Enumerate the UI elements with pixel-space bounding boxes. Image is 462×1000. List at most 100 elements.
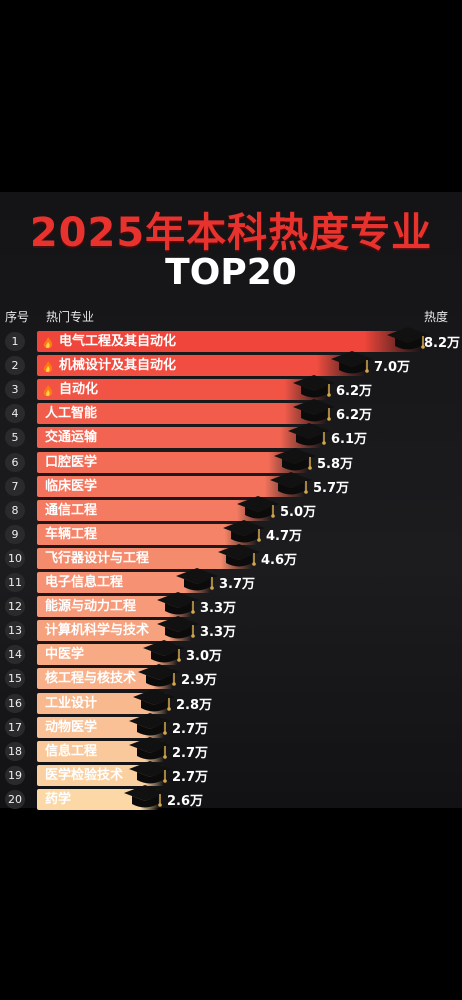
- value-label: 8.2万: [424, 336, 461, 351]
- rank-badge: 15: [5, 669, 25, 688]
- rank-badge: 8: [5, 501, 25, 520]
- graduation-cap-icon: [132, 688, 176, 714]
- graduation-cap-icon: [292, 398, 336, 424]
- rank-badge: 6: [5, 453, 25, 472]
- flame-icon: [43, 359, 53, 373]
- header-heat: 热度: [424, 310, 449, 324]
- graduation-cap-icon: [123, 784, 167, 810]
- bar: [37, 548, 253, 569]
- bar: [37, 620, 192, 641]
- value-label: 7.0万: [374, 360, 411, 375]
- graduation-cap-icon: [128, 736, 172, 762]
- graduation-cap-icon: [128, 712, 172, 738]
- bar: [37, 596, 192, 617]
- rank-badge: 19: [5, 766, 25, 785]
- category-label: 自动化: [59, 382, 99, 397]
- category-label: 工业设计: [45, 696, 98, 711]
- category-label: 计算机科学与技术: [45, 623, 150, 638]
- graduation-cap-icon: [292, 374, 336, 400]
- chart-title: 2025年本科热度专业: [29, 210, 433, 256]
- flame-icon: [43, 335, 53, 349]
- graduation-cap-icon: [236, 495, 280, 521]
- category-label: 飞行器设计与工程: [45, 551, 150, 566]
- value-label: 5.7万: [313, 481, 350, 496]
- graduation-cap-icon: [175, 567, 219, 593]
- graduation-cap-icon: [273, 447, 317, 473]
- bar: [37, 355, 366, 376]
- rank-badge: 5: [5, 428, 25, 447]
- value-label: 5.0万: [280, 505, 317, 520]
- rank-badge: 1: [5, 332, 25, 351]
- rank-badge: 20: [5, 790, 25, 809]
- bar: [37, 644, 178, 665]
- category-label: 电气工程及其自动化: [59, 334, 177, 349]
- value-label: 2.7万: [172, 746, 209, 761]
- bar: [37, 379, 328, 400]
- bar: [37, 717, 164, 738]
- graduation-cap-icon: [156, 591, 200, 617]
- rank-badge: 11: [5, 573, 25, 592]
- rank-badge: 10: [5, 549, 25, 568]
- category-label: 车辆工程: [45, 527, 98, 542]
- category-label: 临床医学: [45, 479, 98, 494]
- value-label: 2.7万: [172, 722, 209, 737]
- rank-badge: 4: [5, 404, 25, 423]
- rank-badge: 3: [5, 380, 25, 399]
- category-label: 药学: [45, 792, 72, 807]
- rank-badge: 17: [5, 718, 25, 737]
- graduation-cap-icon: [137, 663, 181, 689]
- graduation-cap-icon: [222, 519, 266, 545]
- category-label: 机械设计及其自动化: [59, 358, 177, 373]
- value-label: 3.0万: [186, 649, 223, 664]
- graduation-cap-icon: [128, 760, 172, 786]
- header-rank: 序号: [5, 310, 30, 324]
- rank-badge: 16: [5, 694, 25, 713]
- value-label: 6.1万: [331, 432, 368, 447]
- rank-badge: 7: [5, 477, 25, 496]
- value-label: 4.7万: [266, 529, 303, 544]
- chart-subtitle: TOP20: [165, 252, 297, 293]
- flame-icon: [43, 383, 53, 397]
- value-label: 3.3万: [200, 625, 237, 640]
- bar: [37, 524, 258, 545]
- bar: [37, 452, 309, 473]
- bar: [37, 427, 323, 448]
- value-label: 2.8万: [176, 698, 213, 713]
- category-label: 口腔医学: [45, 455, 98, 470]
- category-label: 医学检验技术: [45, 768, 124, 783]
- rank-badge: 2: [5, 356, 25, 375]
- category-label: 人工智能: [45, 406, 98, 421]
- bar: [37, 476, 305, 497]
- value-label: 5.8万: [317, 457, 354, 472]
- graduation-cap-icon: [287, 422, 331, 448]
- value-label: 2.9万: [181, 673, 218, 688]
- bar: [37, 403, 328, 424]
- category-label: 能源与动力工程: [45, 599, 137, 614]
- category-label: 通信工程: [45, 503, 98, 518]
- graduation-cap-icon: [269, 471, 313, 497]
- graduation-cap-icon: [142, 639, 186, 665]
- category-label: 动物医学: [45, 720, 98, 735]
- value-label: 6.2万: [336, 408, 373, 423]
- graduation-cap-icon: [156, 615, 200, 641]
- bar: [37, 765, 164, 786]
- value-label: 3.7万: [219, 577, 256, 592]
- value-label: 2.6万: [167, 794, 204, 809]
- rank-badge: 12: [5, 597, 25, 616]
- value-label: 6.2万: [336, 384, 373, 399]
- graduation-cap-icon: [217, 543, 261, 569]
- rank-badge: 14: [5, 645, 25, 664]
- rank-badge: 13: [5, 621, 25, 640]
- bar: [37, 331, 422, 352]
- bar: [37, 572, 211, 593]
- value-label: 3.3万: [200, 601, 237, 616]
- graduation-cap-icon: [330, 350, 374, 376]
- category-label: 核工程与核技术: [45, 671, 137, 686]
- value-label: 2.7万: [172, 770, 209, 785]
- bar: [37, 693, 168, 714]
- value-label: 4.6万: [261, 553, 298, 568]
- bar: [37, 500, 272, 521]
- rank-badge: 18: [5, 742, 25, 761]
- category-label: 交通运输: [45, 430, 98, 445]
